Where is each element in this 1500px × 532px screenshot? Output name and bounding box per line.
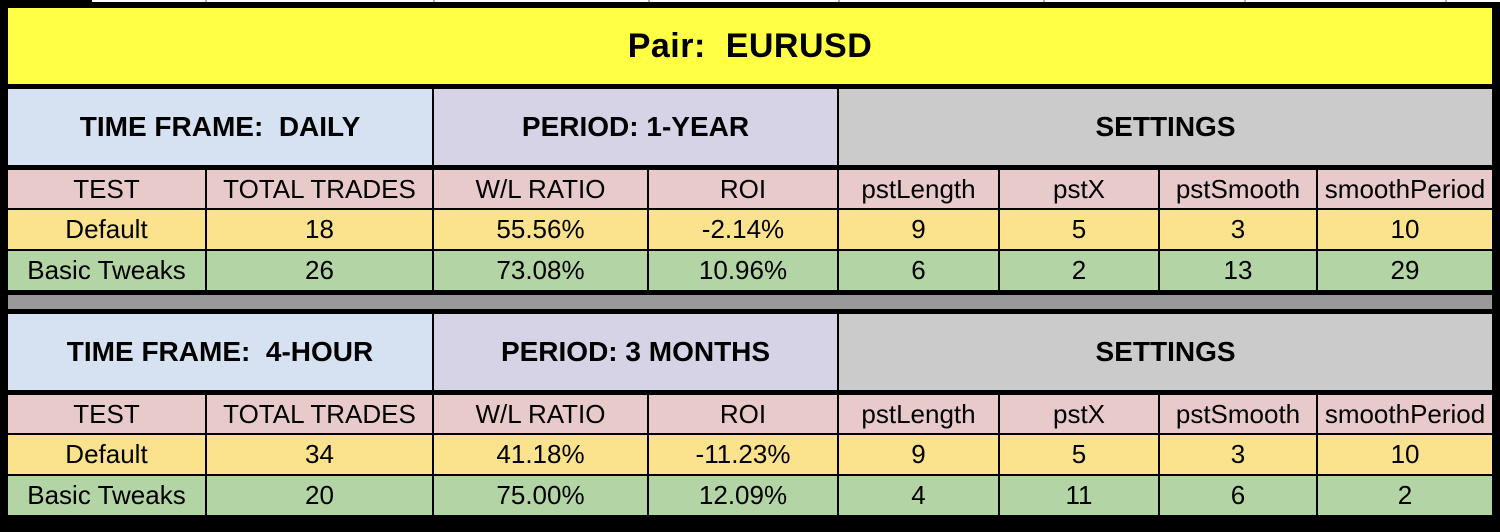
spreadsheet-gridline-strip	[92, 0, 1500, 2]
value-cell[interactable]: 2	[1316, 474, 1494, 516]
value-cell[interactable]: 5	[998, 433, 1161, 476]
value-cell[interactable]: 9	[837, 433, 1001, 476]
table-row: Default 34 41.18% -11.23% 9 5 3 10	[7, 433, 1494, 476]
value-cell[interactable]: 73.08%	[432, 249, 649, 291]
settings-header-cell[interactable]: SETTINGS	[837, 313, 1494, 395]
period-header-cell[interactable]: PERIOD: 1-YEAR	[432, 88, 839, 170]
column-header-cell[interactable]: TEST	[7, 166, 207, 210]
value-cell[interactable]: 6	[1158, 474, 1319, 516]
column-header-cell[interactable]: TOTAL TRADES	[205, 166, 434, 210]
gridline-tick	[433, 0, 435, 2]
timeframe-header-cell[interactable]: TIME FRAME: 4-HOUR	[7, 313, 434, 395]
column-header-cell[interactable]: W/L RATIO	[432, 391, 649, 435]
period-header-cell[interactable]: PERIOD: 3 MONTHS	[431, 313, 840, 395]
pair-title-cell[interactable]: Pair: EURUSD	[8, 8, 1492, 84]
results-table-daily: TIME FRAME: DAILY PERIOD: 1-YEAR SETTING…	[7, 88, 1494, 291]
table-row: Default 18 55.56% -2.14% 9 5 3 10	[7, 208, 1494, 251]
column-header-cell[interactable]: ROI	[647, 166, 839, 210]
table-row: TIME FRAME: 4-HOUR PERIOD: 3 MONTHS SETT…	[7, 313, 1494, 395]
row-label-cell[interactable]: Basic Tweaks	[7, 249, 207, 291]
table-row: Basic Tweaks 26 73.08% 10.96% 6 2 13 29	[7, 249, 1494, 291]
gridline-tick	[1244, 0, 1246, 2]
value-cell[interactable]: 3	[1158, 433, 1319, 476]
column-header-cell[interactable]: pstSmooth	[1158, 166, 1318, 210]
value-cell[interactable]: 55.56%	[432, 208, 649, 251]
value-cell[interactable]: 75.00%	[432, 474, 649, 516]
value-cell[interactable]: 41.18%	[432, 433, 649, 476]
row-label-cell[interactable]: Default	[7, 208, 207, 251]
value-cell[interactable]: 2	[998, 249, 1160, 291]
value-cell[interactable]: 11	[998, 474, 1161, 516]
column-header-cell[interactable]: smoothPeriod	[1316, 391, 1494, 435]
table-row: TIME FRAME: DAILY PERIOD: 1-YEAR SETTING…	[7, 88, 1494, 170]
value-cell[interactable]: 10	[1315, 208, 1494, 251]
value-cell[interactable]: 5	[998, 208, 1160, 251]
results-table-4hour: TIME FRAME: 4-HOUR PERIOD: 3 MONTHS SETT…	[7, 313, 1494, 516]
gridline-tick	[1043, 0, 1045, 2]
settings-header-cell[interactable]: SETTINGS	[836, 88, 1494, 170]
value-cell[interactable]: 20	[205, 474, 434, 516]
timeframe-header-cell[interactable]: TIME FRAME: DAILY	[7, 88, 434, 170]
value-cell[interactable]: 4	[837, 474, 1001, 516]
table-row: Basic Tweaks 20 75.00% 12.09% 4 11 6 2	[7, 474, 1494, 516]
value-cell[interactable]: -2.14%	[647, 208, 839, 251]
column-header-cell[interactable]: W/L RATIO	[432, 166, 649, 210]
value-cell[interactable]: 34	[205, 433, 434, 476]
value-cell[interactable]: -11.23%	[646, 433, 840, 476]
table-row: TEST TOTAL TRADES W/L RATIO ROI pstLengt…	[7, 391, 1494, 435]
column-header-cell[interactable]: pstX	[998, 166, 1160, 210]
row-label-cell[interactable]: Default	[7, 433, 207, 476]
column-header-cell[interactable]: pstLength	[837, 166, 1000, 210]
value-cell[interactable]: 12.09%	[646, 474, 840, 516]
gridline-tick	[838, 0, 840, 2]
value-cell[interactable]: 18	[205, 208, 434, 251]
value-cell[interactable]: 6	[837, 249, 1000, 291]
column-header-cell[interactable]: TEST	[7, 391, 207, 435]
section-divider-bar	[8, 295, 1492, 309]
column-header-cell[interactable]: TOTAL TRADES	[205, 391, 434, 435]
value-cell[interactable]: 3	[1158, 208, 1318, 251]
gridline-tick	[205, 0, 207, 2]
value-cell[interactable]: 10	[1316, 433, 1494, 476]
table-row: TEST TOTAL TRADES W/L RATIO ROI pstLengt…	[7, 166, 1494, 210]
gridline-tick	[1445, 0, 1447, 2]
column-header-cell[interactable]: pstX	[998, 391, 1161, 435]
value-cell[interactable]: 10.96%	[647, 249, 839, 291]
gridline-tick	[648, 0, 650, 2]
column-header-cell[interactable]: ROI	[646, 391, 840, 435]
value-cell[interactable]: 26	[205, 249, 434, 291]
column-header-cell[interactable]: pstSmooth	[1158, 391, 1319, 435]
column-header-cell[interactable]: smoothPeriod	[1315, 166, 1494, 210]
value-cell[interactable]: 29	[1315, 249, 1494, 291]
value-cell[interactable]: 13	[1158, 249, 1318, 291]
column-header-cell[interactable]: pstLength	[837, 391, 1001, 435]
row-label-cell[interactable]: Basic Tweaks	[7, 474, 207, 516]
value-cell[interactable]: 9	[837, 208, 1000, 251]
